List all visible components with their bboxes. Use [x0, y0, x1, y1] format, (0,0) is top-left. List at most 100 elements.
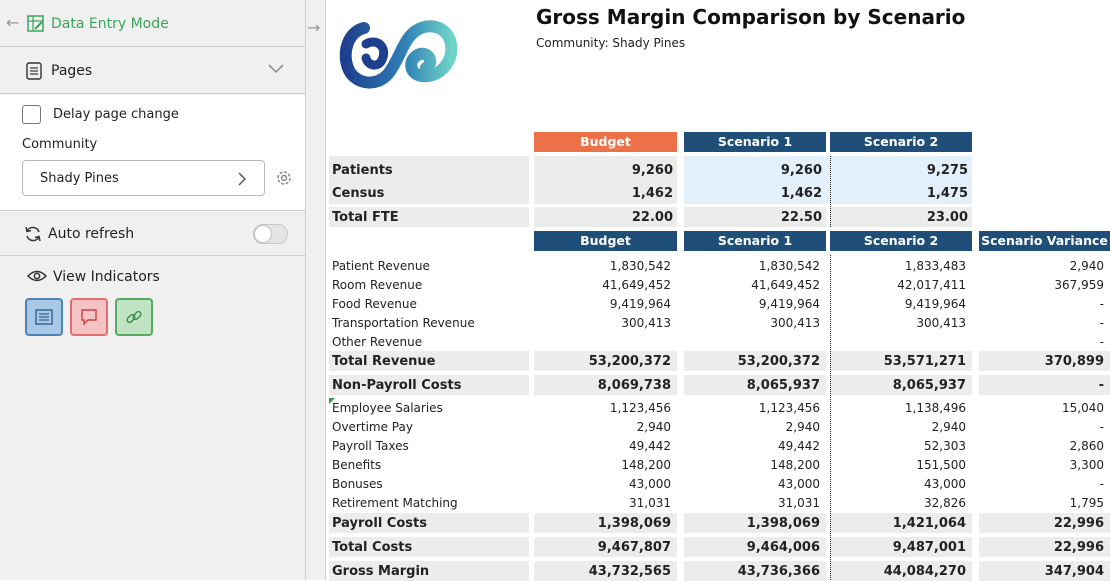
- auto-refresh-row: Auto refresh: [0, 212, 305, 256]
- row-value: 1,830,542: [609, 259, 671, 273]
- row-label: Patient Revenue: [332, 259, 430, 273]
- row-value: 2,940: [931, 420, 966, 434]
- stat-band: [830, 207, 972, 227]
- total-band: [684, 351, 826, 371]
- column-header-main-0: Budget: [534, 231, 677, 251]
- total-band: [684, 537, 826, 557]
- row-value: 41,649,452: [602, 278, 671, 292]
- row-label: Payroll Costs: [332, 516, 427, 531]
- list-indicator-button[interactable]: [25, 298, 63, 336]
- auto-refresh-toggle[interactable]: [253, 224, 288, 244]
- row-value: 347,904: [1044, 564, 1104, 579]
- stat-value[interactable]: 9,275: [926, 163, 968, 178]
- row-value: 52,303: [924, 439, 966, 453]
- row-value: 43,000: [629, 477, 671, 491]
- total-band: [830, 513, 972, 533]
- row-value: 22,996: [1053, 540, 1104, 555]
- total-band: [534, 375, 677, 395]
- row-value: 148,200: [621, 458, 671, 472]
- gear-icon[interactable]: [274, 168, 294, 188]
- column-divider: [830, 156, 831, 227]
- row-value: 43,732,565: [588, 564, 671, 579]
- row-value: -: [1099, 297, 1104, 311]
- row-label: Total Revenue: [332, 354, 436, 369]
- row-value: -: [1099, 477, 1104, 491]
- link-indicator-button[interactable]: [115, 298, 153, 336]
- row-value: -: [1099, 316, 1104, 330]
- row-value: -: [1099, 420, 1104, 434]
- row-value: 1,138,496: [904, 401, 966, 415]
- column-header-scenario-2: Scenario 2: [830, 132, 972, 152]
- back-arrow-icon[interactable]: ←: [6, 13, 20, 32]
- row-value: 9,419,964: [758, 297, 820, 311]
- row-value: 53,571,271: [883, 354, 966, 369]
- row-label: Payroll Taxes: [332, 439, 409, 453]
- column-header-scenario-1: Scenario 1: [684, 132, 826, 152]
- row-value: 8,069,738: [597, 378, 671, 393]
- row-value: 2,860: [1069, 439, 1104, 453]
- chevron-down-icon[interactable]: [268, 64, 284, 74]
- row-value: -: [1098, 378, 1104, 393]
- row-value: 9,467,807: [597, 540, 671, 555]
- stat-row-label: Total FTE: [332, 210, 399, 225]
- stat-band: [534, 156, 677, 204]
- row-value: 9,419,964: [609, 297, 671, 311]
- forward-arrow-icon[interactable]: →: [307, 18, 321, 37]
- row-value: 44,084,270: [883, 564, 966, 579]
- total-band: [830, 351, 972, 371]
- row-label: Overtime Pay: [332, 420, 413, 434]
- stat-value: 9,260: [631, 163, 673, 178]
- row-value: 43,000: [778, 477, 820, 491]
- total-band: [979, 351, 1110, 371]
- total-band: [830, 375, 972, 395]
- document-icon: [26, 62, 42, 80]
- column-header-main-3: Scenario Variance: [979, 231, 1110, 251]
- row-value: 2,940: [1069, 259, 1104, 273]
- row-value: 151,500: [916, 458, 966, 472]
- pages-section-toggle[interactable]: Pages: [0, 48, 305, 94]
- list-icon: [35, 309, 53, 325]
- column-header-budget: Budget: [534, 132, 677, 152]
- mode-label: Data Entry Mode: [51, 16, 169, 32]
- collapse-gutter: →: [306, 0, 326, 580]
- community-dropdown[interactable]: Shady Pines: [22, 160, 265, 196]
- chevron-right-icon: [238, 172, 246, 186]
- total-band: [830, 537, 972, 557]
- stat-band: [329, 207, 529, 227]
- delay-page-change-label: Delay page change: [53, 107, 179, 122]
- comment-icon: [81, 309, 97, 326]
- row-value: 43,000: [924, 477, 966, 491]
- row-label: Benefits: [332, 458, 382, 472]
- total-band: [684, 513, 826, 533]
- total-band: [329, 351, 529, 371]
- stat-row-label: Census: [332, 186, 385, 201]
- pages-panel: Delay page change Community Shady Pines: [0, 95, 305, 211]
- row-value: 22,996: [1053, 516, 1104, 531]
- column-header-main-1: Scenario 1: [684, 231, 826, 251]
- row-value: -: [1099, 335, 1104, 349]
- stat-value[interactable]: 9,260: [780, 163, 822, 178]
- row-label: Food Revenue: [332, 297, 417, 311]
- row-label: Bonuses: [332, 477, 383, 491]
- comment-indicator-button[interactable]: [70, 298, 108, 336]
- row-value: 43,736,366: [737, 564, 820, 579]
- toggle-knob: [255, 226, 271, 242]
- stat-row-label: Patients: [332, 163, 393, 178]
- row-label: Other Revenue: [332, 335, 423, 349]
- eye-icon: [27, 270, 47, 282]
- total-band: [329, 375, 529, 395]
- stat-value[interactable]: 1,475: [926, 186, 968, 201]
- row-label: Non-Payroll Costs: [332, 378, 462, 393]
- stat-value[interactable]: 1,462: [780, 186, 822, 201]
- row-label: Gross Margin: [332, 564, 430, 579]
- row-value: 9,419,964: [904, 297, 966, 311]
- row-value: 49,442: [629, 439, 671, 453]
- mode-header: ← Data Entry Mode: [0, 0, 305, 47]
- row-value: 1,123,456: [609, 401, 671, 415]
- row-value: 300,413: [916, 316, 966, 330]
- link-icon: [126, 310, 142, 324]
- refresh-icon: [25, 226, 41, 242]
- row-value: 41,649,452: [751, 278, 820, 292]
- row-value: 15,040: [1062, 401, 1104, 415]
- delay-page-change-checkbox[interactable]: [22, 105, 41, 124]
